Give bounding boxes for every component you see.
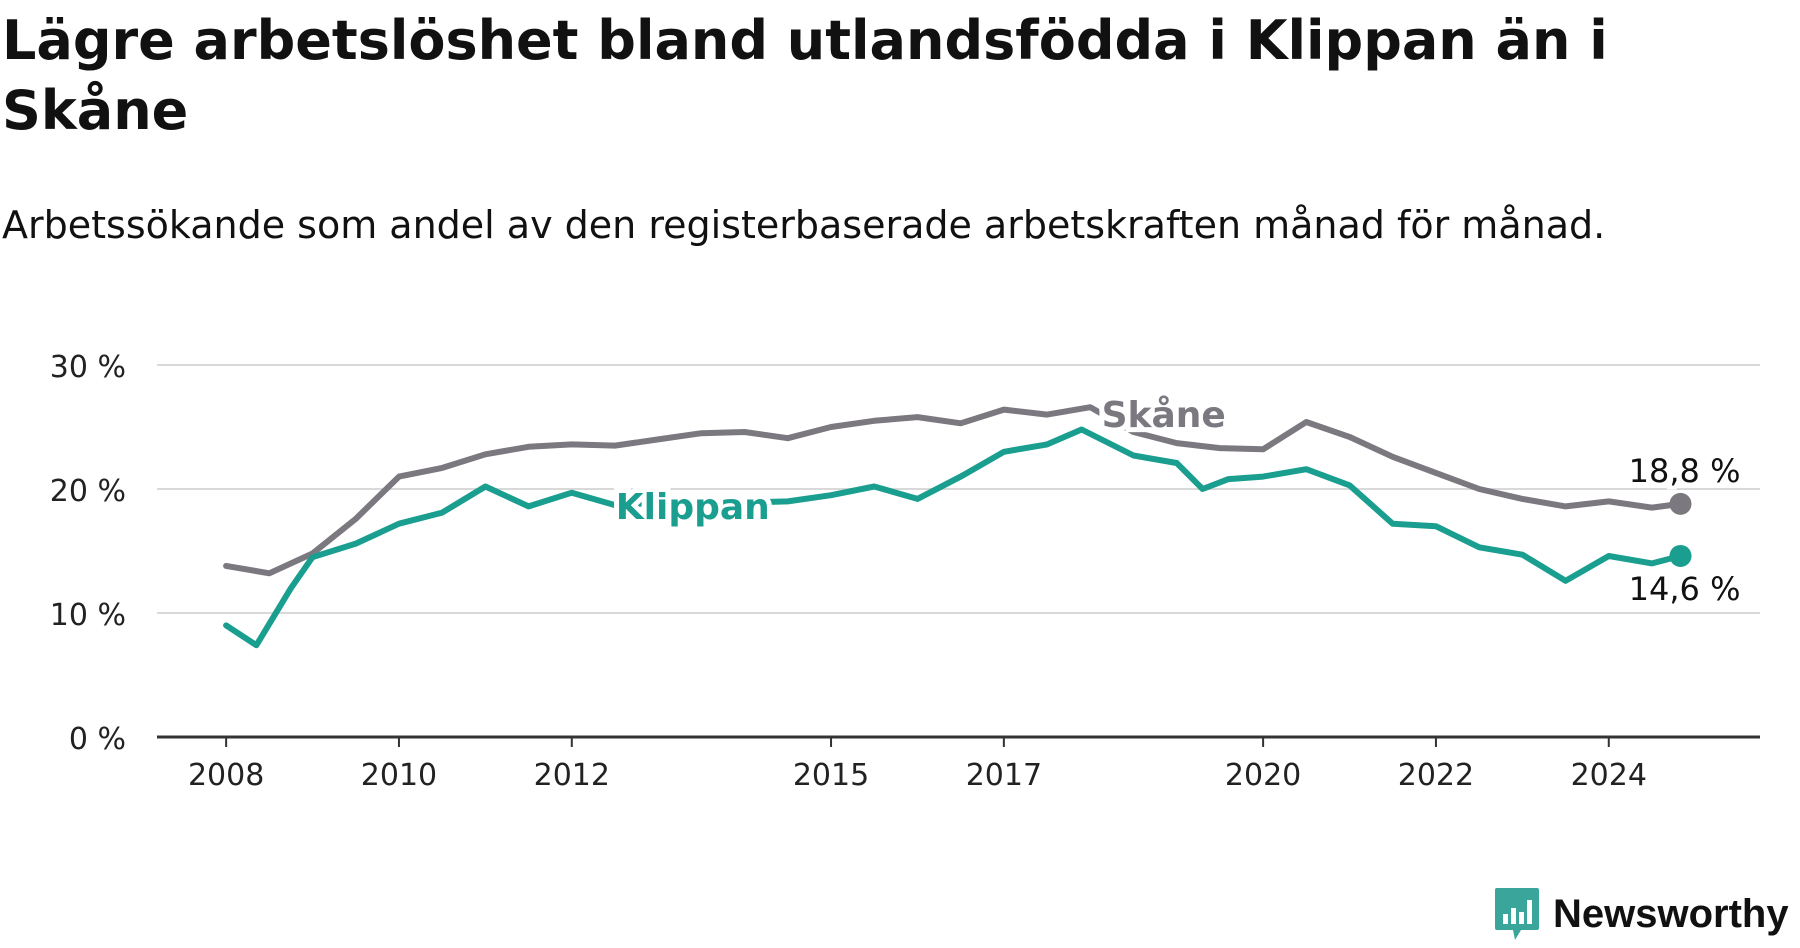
series-label: Klippan xyxy=(616,487,770,528)
x-tick-label: 2017 xyxy=(966,758,1042,793)
chart-subtitle: Arbetssökande som andel av den registerb… xyxy=(2,203,1606,247)
series-line-sk-ne xyxy=(223,404,1684,577)
end-value-label: 18,8 % xyxy=(1629,452,1741,490)
y-tick-label: 10 % xyxy=(50,598,126,633)
chart-title: Lägre arbetslöshet bland utlandsfödda i … xyxy=(2,9,1608,142)
grid-lines xyxy=(157,364,1760,614)
series-lines xyxy=(223,404,1692,649)
end-point-marker xyxy=(1669,492,1692,515)
series-labels: 18,8 % 14,6 % Skåne Klippan xyxy=(611,390,1745,612)
brand: Newsworthy xyxy=(1493,884,1789,944)
brand-name: Newsworthy xyxy=(1553,891,1789,936)
x-axis-ticks: 2008 2010 2012 2015 2017 2020 2022 2024 xyxy=(188,737,1647,793)
x-tick-label: 2012 xyxy=(534,758,610,793)
y-tick-label: 30 % xyxy=(50,350,126,385)
x-tick-label: 2024 xyxy=(1571,758,1647,793)
x-tick-label: 2010 xyxy=(361,758,437,793)
end-point-marker xyxy=(1669,544,1692,567)
series-line-klippan xyxy=(223,426,1684,649)
x-tick-label: 2020 xyxy=(1225,758,1301,793)
newsworthy-logo-icon xyxy=(1495,888,1539,940)
x-tick-label: 2008 xyxy=(188,758,264,793)
y-tick-label: 0 % xyxy=(69,722,126,757)
x-tick-label: 2015 xyxy=(793,758,869,793)
x-tick-label: 2022 xyxy=(1398,758,1474,793)
end-value-label: 14,6 % xyxy=(1629,570,1741,608)
y-axis-ticks: 0 % 10 % 20 % 30 % xyxy=(50,350,126,757)
series-label: Skåne xyxy=(1102,395,1226,436)
y-tick-label: 20 % xyxy=(50,474,126,509)
